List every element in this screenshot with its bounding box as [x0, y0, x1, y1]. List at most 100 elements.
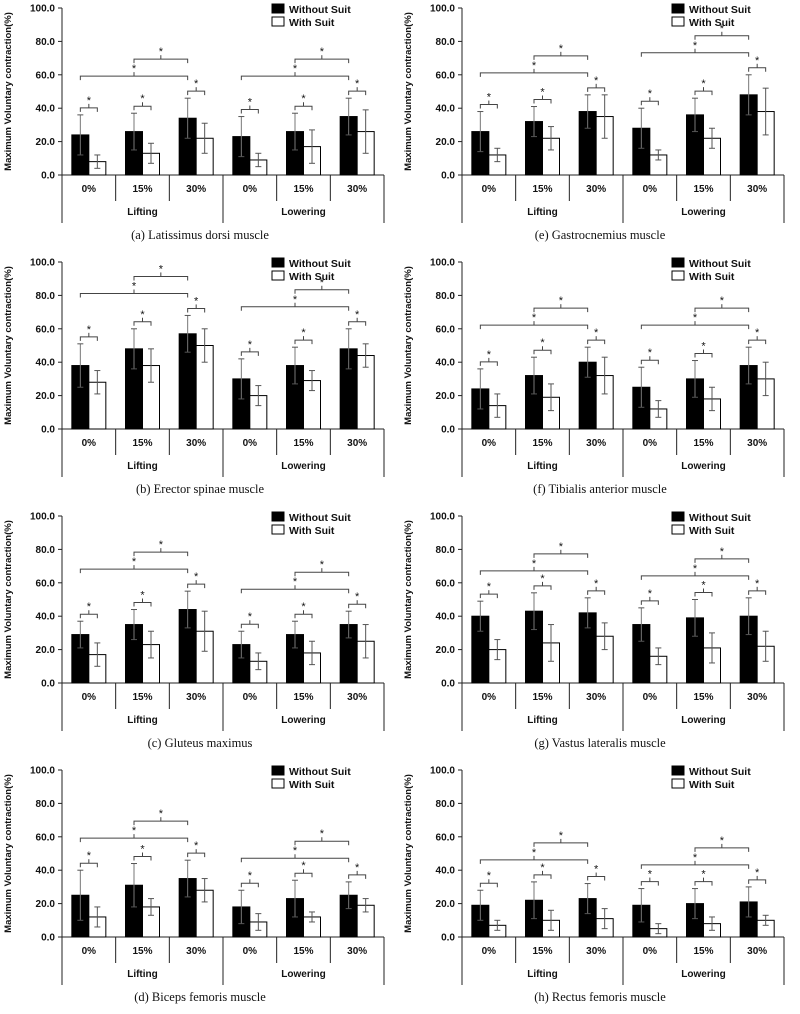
group-label: Lifting	[527, 969, 558, 980]
legend-label: With Suit	[289, 271, 335, 283]
significance-mark: *	[594, 75, 599, 87]
legend-swatch	[671, 257, 685, 268]
chart-svg: Maximum Voluntary contraction(%) 0.0 20.0 4…	[403, 257, 785, 477]
y-tick-label: 80.0	[36, 799, 56, 810]
x-tick-label: 30%	[747, 438, 767, 449]
pair-bracket	[79, 336, 98, 341]
pair-bracket	[240, 623, 259, 629]
chart-svg: Maximum Voluntary contraction(%) 0.0 20.0 4…	[3, 3, 385, 223]
pair-bracket	[187, 852, 206, 858]
x-tick-label: 0%	[643, 946, 658, 957]
pair-bracket	[479, 593, 498, 599]
chart-svg: Maximum Voluntary contraction(%) 0.0 20.0 4…	[3, 511, 385, 731]
significance-mark: *	[487, 349, 492, 361]
legend-swatch	[271, 524, 285, 535]
significance-mark: *	[320, 46, 325, 58]
pair-bracket	[294, 105, 313, 111]
chart-svg: Maximum Voluntary contraction(%) 0.0 20.0 4…	[403, 511, 785, 731]
significance-mark: *	[194, 78, 199, 90]
chart-panel: Maximum Voluntary contraction(%) 0.0 20.0 4…	[400, 762, 800, 1014]
significance-mark: *	[140, 309, 145, 321]
significance-mark: *	[293, 63, 298, 75]
pair-bracket	[748, 590, 767, 595]
significance-mark: *	[693, 563, 698, 575]
pair-bracket	[640, 881, 659, 886]
group-label: Lifting	[527, 207, 558, 218]
group-bracket	[640, 864, 750, 869]
y-tick-label: 80.0	[436, 291, 456, 302]
y-tick-label: 100.0	[430, 4, 455, 15]
group-bracket	[479, 570, 589, 575]
significance-mark: *	[701, 78, 706, 90]
significance-mark: *	[720, 835, 725, 847]
significance-mark: *	[248, 611, 253, 623]
significance-mark: *	[293, 576, 298, 588]
x-tick-label: 15%	[532, 184, 552, 195]
figure-caption: (g) Vastus lateralis muscle	[534, 736, 666, 750]
y-tick-label: 100.0	[430, 258, 455, 269]
significance-mark: *	[301, 93, 306, 105]
y-tick-label: 0.0	[441, 679, 455, 690]
legend-swatch	[671, 778, 685, 789]
y-tick-label: 40.0	[436, 358, 456, 369]
significance-mark: *	[248, 870, 253, 882]
chart-panel: Maximum Voluntary contraction(%) 0.0 20.0 4…	[0, 508, 400, 760]
significance-mark: *	[293, 294, 298, 306]
pair-bracket	[79, 862, 98, 868]
significance-mark: *	[540, 573, 545, 585]
x-tick-label: 15%	[293, 438, 313, 449]
significance-mark: *	[594, 864, 599, 876]
group-bracket	[533, 307, 589, 313]
legend-label: With Suit	[689, 271, 735, 283]
y-tick-label: 20.0	[36, 137, 56, 148]
legend-label: Without Suit	[689, 258, 751, 270]
y-tick-label: 40.0	[36, 866, 56, 877]
significance-mark: *	[755, 55, 760, 67]
group-label: Lifting	[527, 715, 558, 726]
pair-bracket	[240, 109, 259, 114]
pair-bracket	[479, 361, 498, 366]
pair-bracket	[294, 339, 313, 345]
pair-bracket	[587, 87, 606, 92]
pair-bracket	[479, 104, 498, 109]
pair-bracket	[133, 602, 152, 607]
significance-mark: *	[87, 850, 92, 862]
y-tick-label: 60.0	[36, 578, 56, 589]
significance-mark: *	[159, 263, 164, 275]
significance-mark: *	[540, 87, 545, 99]
legend-swatch	[671, 16, 685, 27]
x-tick-label: 0%	[243, 438, 258, 449]
group-bracket	[133, 551, 189, 557]
group-bracket	[294, 840, 350, 846]
significance-mark: *	[140, 590, 145, 602]
group-bracket	[640, 52, 750, 57]
legend-label: With Suit	[289, 525, 335, 537]
significance-mark: *	[320, 559, 325, 571]
significance-mark: *	[648, 869, 653, 881]
legend-swatch	[271, 3, 285, 14]
significance-mark: *	[559, 541, 564, 553]
legend-label: Without Suit	[689, 512, 751, 524]
x-tick-label: 30%	[347, 438, 367, 449]
x-tick-label: 15%	[693, 438, 713, 449]
group-bracket	[694, 307, 750, 313]
legend-label: With Suit	[689, 525, 735, 537]
y-tick-label: 40.0	[436, 104, 456, 115]
group-bracket	[479, 72, 589, 77]
group-bracket	[640, 324, 750, 330]
pair-bracket	[133, 856, 152, 861]
y-axis-label: Maximum Voluntary contraction(%)	[3, 266, 14, 425]
group-label: Lowering	[281, 969, 325, 980]
x-tick-label: 15%	[293, 946, 313, 957]
group-label: Lowering	[281, 715, 325, 726]
group-label: Lifting	[127, 461, 158, 472]
significance-mark: *	[720, 546, 725, 558]
significance-mark: *	[648, 88, 653, 100]
x-tick-label: 0%	[482, 946, 497, 957]
legend-swatch	[271, 765, 285, 776]
y-tick-label: 60.0	[436, 832, 456, 843]
significance-mark: *	[559, 830, 564, 842]
significance-mark: *	[701, 869, 706, 881]
y-tick-label: 20.0	[36, 391, 56, 402]
legend-swatch	[671, 3, 685, 14]
